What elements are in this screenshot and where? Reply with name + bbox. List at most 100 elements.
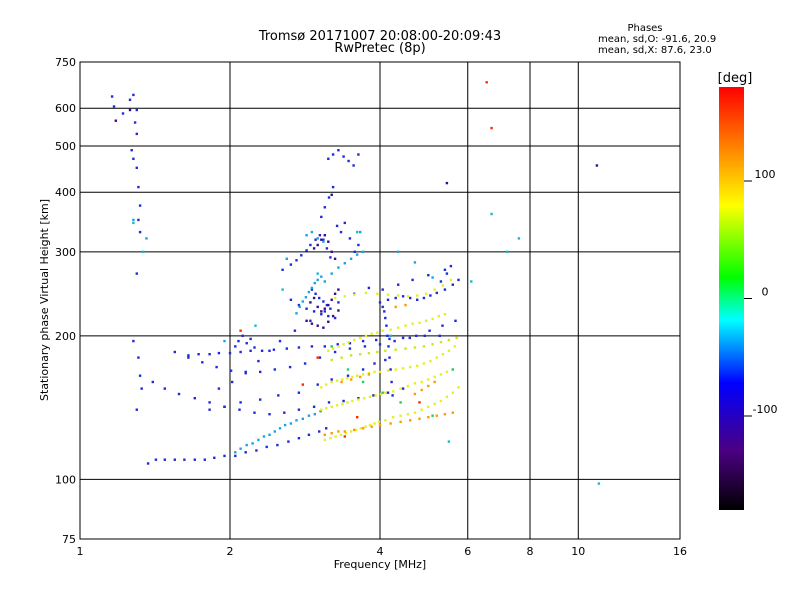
data-point (110, 95, 114, 98)
data-point (154, 458, 158, 461)
data-point (427, 405, 430, 408)
phases-annotation-x: mean, sd,X: 87.6, 23.0 (598, 45, 712, 56)
data-point (283, 423, 287, 427)
x-tick-label: 6 (464, 545, 471, 558)
data-point (138, 230, 142, 234)
data-point (443, 288, 447, 291)
data-point (399, 401, 402, 404)
data-point (343, 262, 346, 265)
data-point (272, 348, 276, 351)
data-point (327, 314, 330, 318)
data-point (347, 340, 350, 344)
data-point (327, 349, 330, 352)
y-tick-label: 100 (55, 473, 76, 486)
phases-annotation-title: Phases (627, 23, 662, 34)
data-point (381, 329, 384, 332)
data-point (359, 336, 362, 340)
data-point (373, 422, 376, 425)
data-point (439, 340, 443, 344)
data-point (322, 238, 325, 241)
data-point (433, 380, 436, 384)
data-point (325, 303, 329, 307)
data-point (431, 317, 434, 321)
data-points (110, 81, 601, 485)
data-point (253, 411, 256, 414)
data-point (413, 392, 417, 396)
data-point (408, 336, 411, 340)
data-point (597, 482, 601, 485)
data-point (416, 294, 419, 297)
data-point (517, 237, 521, 240)
data-point (391, 416, 395, 419)
data-point (346, 377, 349, 380)
data-point (305, 249, 308, 252)
colorbar-tick-label: 100 (755, 168, 776, 181)
data-point (132, 93, 135, 97)
data-point (323, 206, 326, 209)
data-point (313, 281, 316, 285)
x-tick-label: 8 (527, 545, 534, 558)
data-point (146, 462, 150, 465)
data-point (357, 397, 360, 400)
data-point (309, 243, 312, 247)
data-point (253, 346, 256, 349)
data-point (323, 433, 326, 436)
data-point (300, 254, 303, 257)
data-point (316, 272, 319, 275)
data-point (431, 343, 434, 346)
data-point (265, 445, 268, 449)
data-point (231, 380, 234, 384)
data-point (312, 247, 316, 250)
data-point (427, 274, 430, 277)
data-point (301, 417, 304, 420)
data-point (273, 368, 276, 371)
data-point (187, 354, 190, 357)
colorbar-tick-label: 0 (762, 286, 769, 299)
data-point (451, 391, 454, 394)
data-point (259, 370, 262, 374)
data-point (409, 419, 412, 422)
data-point (376, 331, 379, 334)
data-point (337, 149, 340, 152)
data-point (337, 345, 340, 348)
data-point (367, 373, 371, 376)
data-point (443, 313, 447, 316)
data-point (386, 391, 390, 394)
colorbar-tick-label: -100 (753, 403, 778, 416)
data-point (331, 185, 335, 189)
y-tick-label: 300 (55, 246, 76, 259)
data-point (259, 398, 262, 401)
data-point (268, 433, 271, 436)
data-point (273, 430, 276, 433)
data-point (409, 365, 412, 369)
data-point (394, 296, 397, 300)
data-point (305, 234, 308, 237)
data-point (439, 399, 443, 403)
data-point (386, 293, 390, 296)
data-point (325, 407, 328, 410)
data-point (342, 399, 345, 403)
data-point (401, 367, 405, 370)
plot-frame (79, 61, 681, 540)
data-point (388, 337, 391, 341)
y-tick-label: 75 (62, 533, 76, 546)
data-point (375, 338, 378, 342)
data-point (316, 356, 319, 359)
data-point (451, 283, 454, 286)
data-point (397, 250, 400, 253)
data-point (353, 428, 356, 432)
data-point (356, 253, 359, 256)
data-point (378, 423, 382, 427)
x-tick-label: 1 (77, 545, 84, 558)
data-point (135, 166, 138, 169)
data-point (228, 351, 232, 355)
data-point (378, 370, 382, 374)
data-point (387, 345, 390, 348)
data-point (390, 380, 393, 384)
data-point (373, 362, 376, 365)
data-point (278, 339, 282, 343)
data-point (135, 408, 138, 411)
data-point (389, 334, 392, 337)
phases-annotation-o: mean, sd,O: -91.6, 20.9 (598, 34, 716, 45)
data-point (406, 413, 410, 416)
